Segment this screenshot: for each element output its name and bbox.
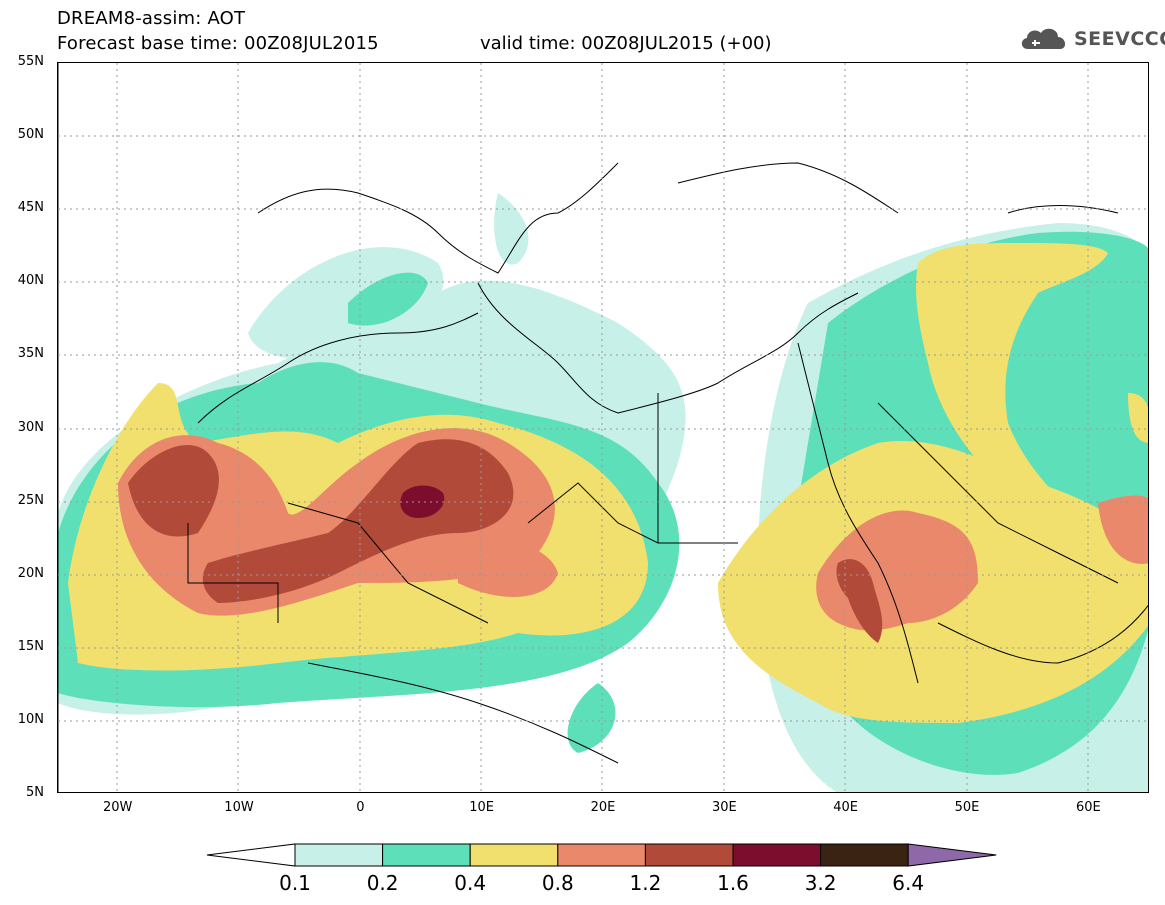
colorbar-over-arrow [907, 843, 997, 867]
lon-tick-label: 20E [590, 800, 616, 815]
colorbar-swatch [294, 843, 384, 867]
map-plot [57, 62, 1149, 793]
colorbar-tick-label: 1.2 [629, 871, 662, 895]
lat-tick-label: 5N [26, 785, 44, 800]
aot-level-1-2 [128, 439, 883, 643]
colorbar-under-arrow [206, 843, 296, 867]
colorbar-tick-label: 0.2 [366, 871, 399, 895]
lon-tick-label: 30E [711, 800, 737, 815]
colorbar [206, 843, 997, 867]
lon-tick-label: 60E [1075, 800, 1101, 815]
lon-tick-label: 10W [224, 800, 254, 815]
lat-tick-label: 40N [17, 273, 44, 289]
lat-tick-label: 30N [17, 419, 44, 435]
graticule [58, 63, 1148, 792]
title-base-time: Forecast base time: 00Z08JUL2015 [57, 33, 379, 54]
lon-tick-label: 20W [102, 800, 133, 815]
lat-tick-label: 45N [17, 200, 44, 216]
colorbar-tick-label: 6.4 [892, 871, 925, 895]
lon-tick-label: 0 [356, 800, 365, 815]
colorbar-swatch [820, 843, 909, 867]
lat-tick-label: 20N [17, 565, 44, 581]
cloud-icon [1021, 28, 1066, 49]
colorbar-swatch [557, 843, 646, 867]
title-model: DREAM8-assim: AOT [57, 8, 246, 29]
lat-tick-label: 25N [17, 492, 44, 508]
lon-tick-label: 10E [469, 800, 495, 815]
title-valid-time: valid time: 00Z08JUL2015 (+00) [480, 33, 772, 54]
lat-tick-label: 15N [17, 638, 44, 654]
colorbar-swatch [382, 843, 471, 867]
lon-tick-label: 50E [954, 800, 980, 815]
colorbar-swatch [644, 843, 734, 867]
lat-tick-label: 50N [17, 127, 44, 143]
lon-tick-label: 40E [833, 800, 859, 815]
colorbar-tick-label: 3.2 [804, 871, 837, 895]
lat-tick-label: 35N [17, 346, 44, 362]
seevccc-logo: SEEVCCC [1018, 24, 1165, 54]
colorbar-swatch [732, 843, 822, 867]
lat-tick-label: 55N [17, 54, 44, 69]
colorbar-tick-label: 0.4 [454, 871, 487, 895]
colorbar-tick-label: 0.8 [541, 871, 574, 895]
coastlines [58, 63, 1148, 792]
aot-field [58, 63, 1148, 792]
colorbar-tick-label: 0.1 [279, 871, 311, 895]
colorbar-swatch [469, 843, 559, 867]
logo-text: SEEVCCC [1074, 28, 1165, 50]
colorbar-tick-label: 1.6 [717, 871, 749, 895]
aot-level-1-6 [400, 485, 445, 518]
lat-tick-label: 10N [17, 711, 44, 727]
